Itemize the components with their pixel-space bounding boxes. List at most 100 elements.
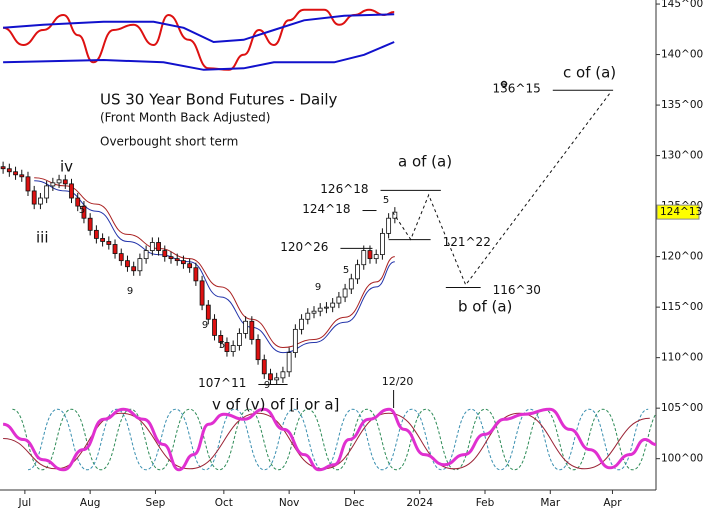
wave-label: b of (a): [458, 298, 512, 316]
candle-body: [280, 371, 286, 379]
candle-body: [156, 242, 161, 251]
candle-body: [236, 333, 242, 346]
candle-body: [13, 171, 18, 176]
candle-body: [131, 266, 137, 272]
candle-body: [286, 352, 292, 373]
candle-body: [25, 176, 31, 192]
candle-body: [380, 232, 385, 255]
candle-body: [299, 318, 304, 330]
wave-label: iv: [60, 158, 73, 176]
candle-body: [168, 256, 174, 260]
level-label: 116^30: [493, 283, 541, 297]
y-tick-label: 115^00: [661, 301, 703, 313]
candle-body: [367, 250, 373, 260]
candle-body: [19, 174, 25, 178]
candle-body: [125, 260, 130, 268]
y-tick-label: 120^00: [661, 251, 703, 263]
candle-body: [44, 185, 50, 199]
candle-body: [205, 304, 211, 320]
candle-body: [392, 211, 398, 219]
candle-body: [81, 205, 87, 219]
candle-body: [87, 217, 93, 231]
count-label: 5: [343, 265, 349, 276]
level-label: 124^18: [302, 202, 350, 216]
candle-body: [62, 179, 68, 185]
candle-body: [230, 345, 236, 352]
wave-label: v of (v) of [i or a]: [212, 396, 339, 414]
count-label: 9: [264, 380, 270, 391]
candle-body: [193, 267, 199, 282]
candle-body: [274, 377, 280, 381]
count-label: 9: [202, 320, 208, 331]
candle-body: [38, 197, 43, 205]
cycle-line: [27, 408, 649, 471]
candle-body: [56, 179, 62, 184]
level-label: 126^18: [320, 182, 368, 196]
candle-body: [261, 359, 267, 375]
candle-body: [100, 238, 105, 242]
candle-body: [342, 288, 348, 298]
candle-body: [255, 339, 261, 361]
level-label: 121^22: [443, 235, 491, 249]
candle-body: [118, 253, 124, 262]
moving-average: [34, 177, 395, 349]
x-tick-label: Feb: [476, 497, 495, 509]
candle-body: [386, 217, 392, 234]
candle-body: [348, 278, 354, 290]
candle-body: [218, 335, 224, 343]
y-tick-label: 135^00: [661, 99, 703, 111]
candle-body: [336, 296, 342, 304]
candle-body: [249, 320, 255, 340]
x-tick-label: Dec: [344, 497, 365, 509]
wave-label: c of (a): [563, 64, 616, 82]
note: Overbought short term: [100, 135, 238, 149]
y-tick-label: 105^00: [661, 402, 703, 414]
cycle-line: [12, 408, 656, 471]
candle-body: [31, 190, 37, 205]
candle-body: [187, 263, 193, 269]
indicator-line: [3, 13, 395, 44]
y-tick-label: 110^00: [661, 352, 703, 364]
wave-label: iii: [36, 229, 49, 247]
count-label: 5: [219, 340, 225, 351]
y-tick-label: 140^00: [661, 49, 703, 61]
candle-body: [311, 310, 317, 314]
marker-circle: [500, 80, 508, 88]
candle-body: [199, 280, 205, 306]
candle-body: [212, 318, 217, 336]
candle-body: [69, 183, 74, 199]
candle-body: [106, 241, 112, 245]
last-price-box: [656, 204, 700, 220]
candle-body: [330, 302, 336, 308]
x-tick-label: Sep: [146, 497, 166, 509]
candle-body: [324, 306, 329, 309]
plot-area: [0, 8, 656, 472]
cycle-line: [2, 407, 656, 472]
candle-body: [174, 258, 180, 262]
candle-body: [292, 328, 298, 353]
candle-body: [373, 254, 379, 260]
candle-body: [0, 166, 6, 170]
y-tick-label: 130^00: [661, 150, 703, 162]
candle-body: [355, 264, 360, 280]
level-label: 136^15: [493, 82, 541, 96]
count-label: 9: [127, 286, 133, 297]
level-label: 120^26: [280, 240, 328, 254]
candle-body: [361, 250, 367, 266]
chart-title: US 30 Year Bond Futures - Daily: [100, 91, 338, 109]
candle-body: [243, 320, 249, 334]
candle-body: [305, 312, 311, 320]
x-tick-label: Mar: [540, 497, 560, 509]
moving-average: [34, 180, 395, 354]
candle-body: [143, 250, 149, 260]
y-tick-label: 100^00: [661, 453, 703, 465]
candle-body: [268, 373, 273, 381]
y-tick-label: 145^00: [661, 0, 703, 10]
candle-body: [162, 250, 168, 258]
candle-body: [317, 307, 323, 312]
x-tick-label: Oct: [215, 497, 233, 509]
x-tick-label: 2024: [406, 497, 433, 509]
level-label: 107^11: [198, 376, 246, 390]
candle-body: [50, 182, 56, 187]
